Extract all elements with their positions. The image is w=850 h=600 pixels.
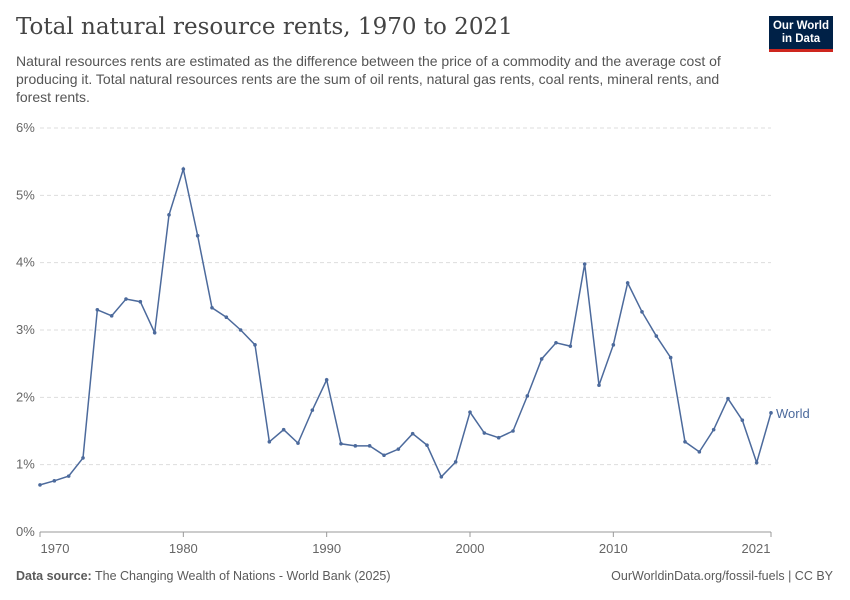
source-link[interactable]: OurWorldinData.org/fossil-fuels | CC BY [611, 569, 833, 583]
data-point [95, 308, 100, 312]
data-point [138, 299, 143, 304]
data-point [224, 315, 229, 320]
data-point [511, 429, 515, 433]
data-point [167, 213, 171, 217]
data-point [668, 355, 673, 360]
owid-logo[interactable]: Our World in Data [769, 16, 833, 52]
data-point [697, 450, 702, 454]
data-point [582, 262, 587, 266]
data-point [38, 483, 42, 487]
x-tick-label: 2010 [599, 541, 628, 556]
chart-subtitle: Natural resources rents are estimated as… [16, 53, 721, 105]
chart-title: Total natural resource rents, 1970 to 20… [16, 14, 513, 40]
data-point [81, 456, 85, 460]
data-point [152, 330, 157, 335]
y-tick-label: 0% [16, 524, 35, 539]
line-chart: 0% 1% 2% 3% 4% 5% 6% 1970 1980 1990 2000 2010 2021 Wo… [16, 120, 810, 556]
data-point [654, 334, 659, 338]
y-tick-label: 2% [16, 389, 35, 404]
y-tick-label: 1% [16, 457, 35, 472]
data-point [597, 383, 601, 388]
data-point [396, 447, 401, 451]
data-point [210, 305, 214, 310]
data-point [124, 297, 128, 301]
data-point [525, 394, 530, 398]
data-point [367, 444, 372, 448]
data-point [439, 474, 444, 479]
data-point [382, 453, 386, 458]
x-tick-label: 1990 [312, 541, 341, 556]
source-text: The Changing Wealth of Nations - World B… [91, 569, 391, 583]
data-point [181, 167, 186, 171]
data-point [410, 431, 415, 436]
y-tick-label: 4% [16, 255, 35, 270]
data-point [482, 431, 487, 435]
data-point [769, 411, 773, 415]
data-point [267, 439, 272, 444]
data-point [281, 427, 286, 432]
data-point [740, 418, 745, 423]
data-point [726, 396, 730, 401]
data-point [568, 344, 573, 348]
y-tick-label: 5% [16, 187, 35, 202]
data-point [539, 357, 544, 361]
series-line-world [39, 166, 772, 486]
data-point [496, 435, 501, 440]
data-point [52, 479, 57, 483]
data-point [425, 443, 429, 447]
data-point [711, 427, 716, 432]
data-point [640, 310, 644, 314]
data-point [109, 314, 114, 318]
x-tick-label: 1970 [41, 541, 70, 556]
data-point [453, 460, 458, 464]
data-point [66, 474, 71, 478]
data-point [195, 233, 200, 238]
data-point [296, 441, 300, 445]
data-point [625, 281, 630, 285]
data-point [310, 408, 315, 412]
x-tick-label: 1980 [169, 541, 198, 556]
data-point [324, 378, 329, 382]
x-tick-label: 2000 [456, 541, 485, 556]
data-source: Data source: The Changing Wealth of Nati… [16, 569, 391, 583]
data-point [683, 439, 687, 444]
y-tick-label: 3% [16, 322, 35, 337]
data-point [339, 441, 343, 446]
data-point [754, 460, 759, 465]
x-tick-label: 2021 [742, 541, 771, 556]
data-point [611, 343, 616, 347]
data-point [353, 444, 358, 448]
y-tick-label: 6% [16, 120, 35, 135]
data-point [253, 343, 257, 347]
source-label: Data source: [16, 569, 92, 583]
data-point [238, 328, 243, 332]
series-label: World [776, 406, 810, 421]
data-point [468, 410, 472, 414]
data-point [554, 340, 558, 345]
